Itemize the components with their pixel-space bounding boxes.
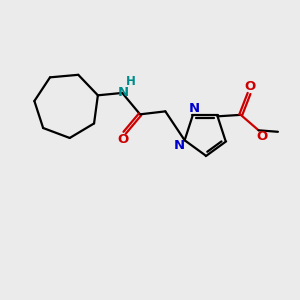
Text: N: N <box>188 102 200 116</box>
Text: O: O <box>118 133 129 146</box>
Text: N: N <box>174 139 185 152</box>
Text: O: O <box>244 80 255 93</box>
Text: H: H <box>126 75 136 88</box>
Text: N: N <box>118 86 129 99</box>
Text: O: O <box>256 130 267 143</box>
